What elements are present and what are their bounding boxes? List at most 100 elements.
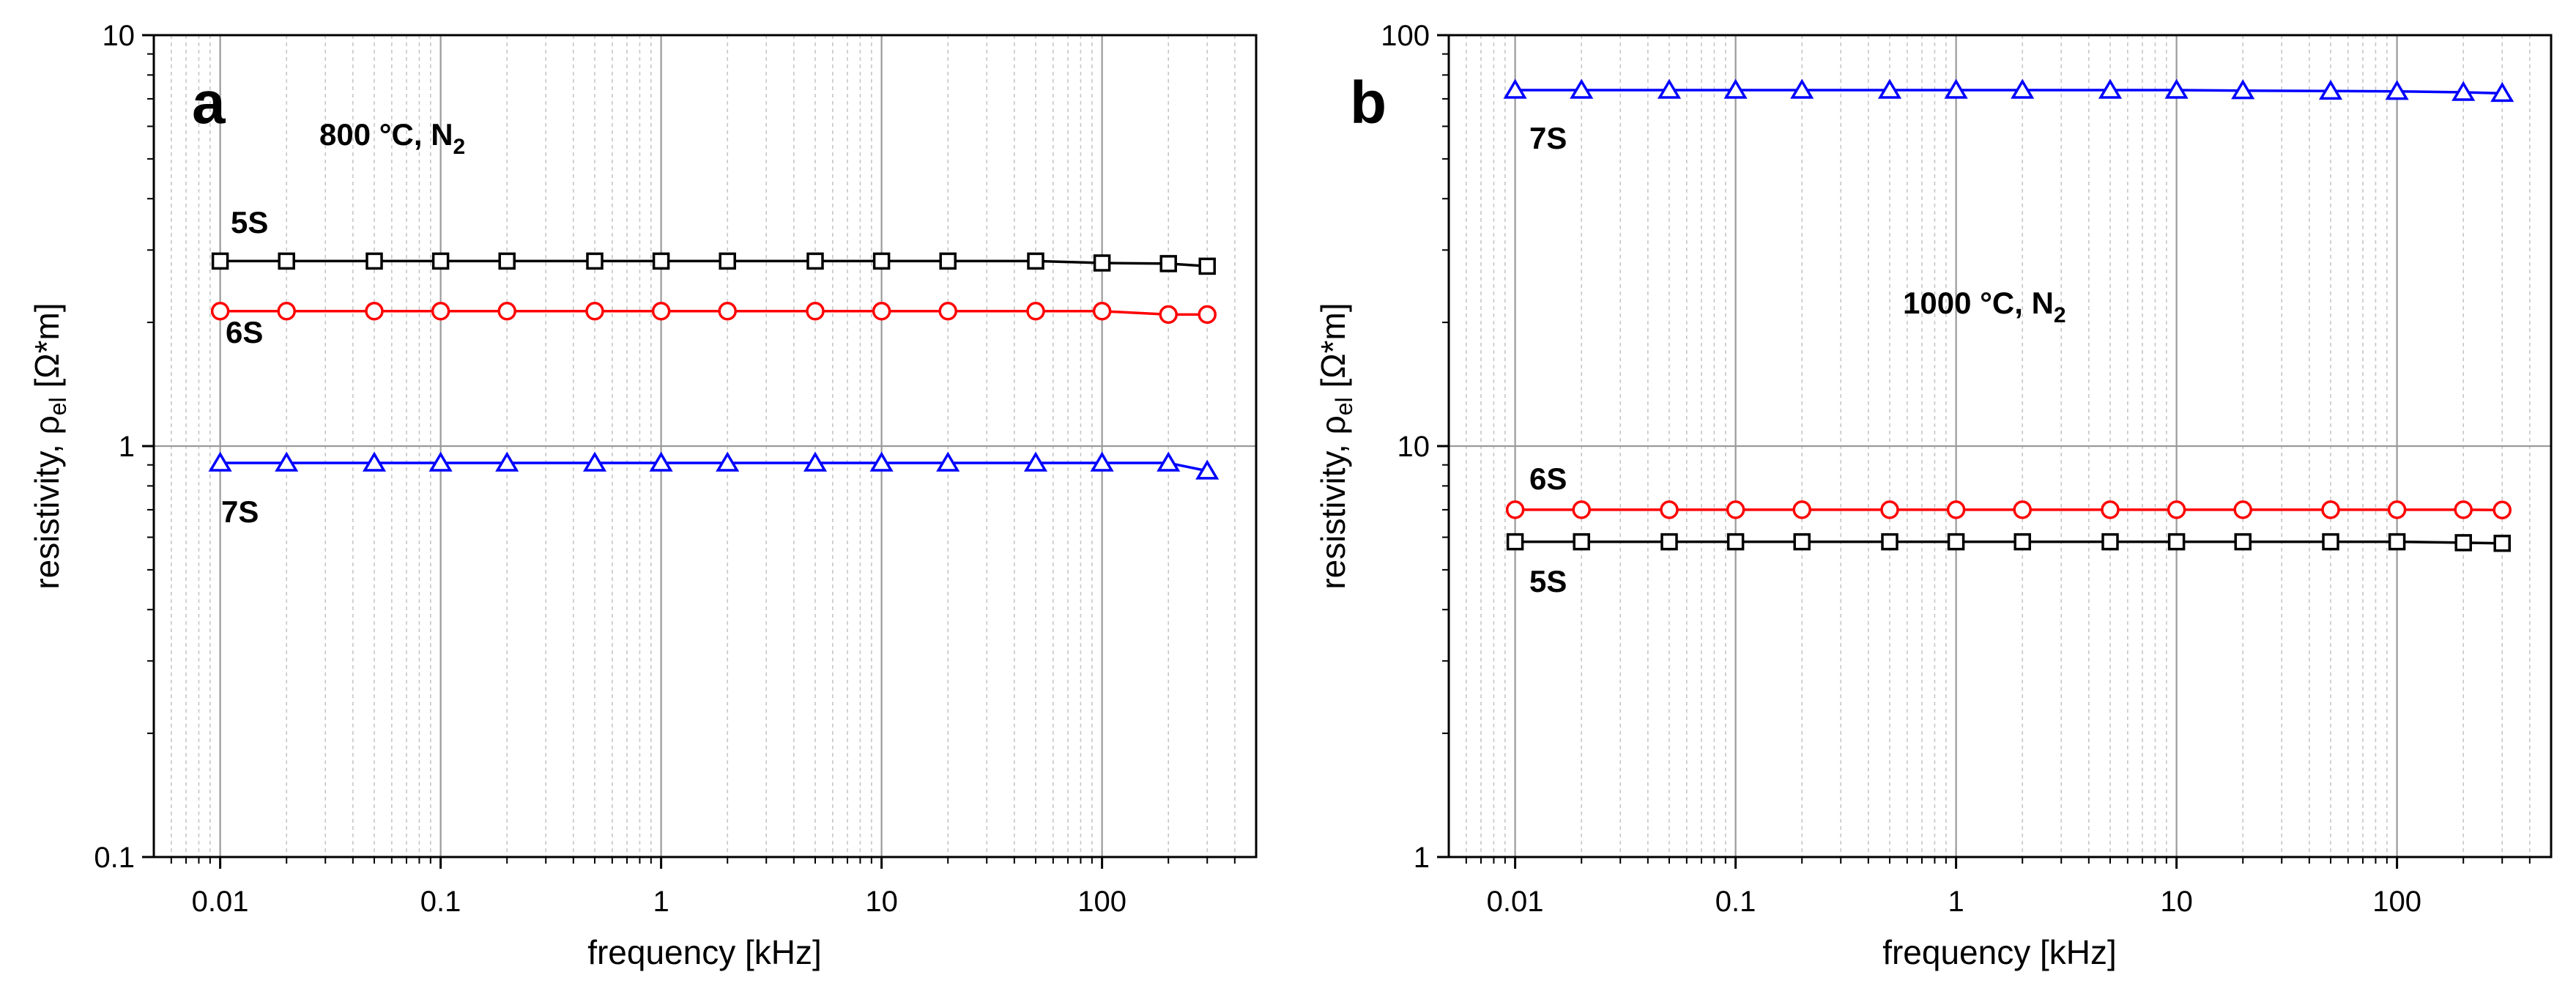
a-point-5s [1200, 259, 1214, 273]
a-point-5s [654, 253, 669, 268]
b-x-tick-label: 0.01 [1487, 886, 1544, 918]
b-point-6s [2102, 502, 2118, 518]
a-point-5s [1028, 253, 1043, 268]
a-point-6s [1094, 303, 1110, 319]
a-x-tick-label: 100 [1077, 886, 1126, 918]
b-point-6s [2014, 502, 2030, 518]
a-point-5s [1095, 256, 1110, 270]
a-point-6s [278, 303, 294, 319]
a-point-6s [653, 303, 669, 319]
b-point-5s [1662, 535, 1677, 549]
a-point-5s [587, 253, 602, 268]
b-y-tick-label: 10 [1398, 431, 1430, 463]
b-point-6s [1948, 502, 1964, 518]
a-point-5s [1161, 256, 1176, 271]
panel-b-grid [1449, 35, 2551, 857]
panel-a-label-7s: 7S [221, 494, 259, 529]
panel-a-grid [154, 35, 1256, 857]
panel-a-label-6s: 6S [226, 315, 263, 349]
a-point-5s [213, 253, 228, 268]
b-point-5s [1508, 535, 1523, 549]
b-point-5s [2015, 535, 2030, 549]
b-point-5s [2169, 535, 2184, 549]
a-y-tick-label: 1 [119, 431, 135, 463]
a-point-5s [940, 253, 955, 268]
a-point-6s [499, 303, 515, 319]
a-point-5s [720, 253, 735, 268]
b-series-6s [1507, 502, 2511, 518]
b-point-5s [2103, 535, 2117, 549]
b-point-5s [2495, 536, 2509, 551]
b-point-5s [1574, 535, 1589, 549]
b-point-6s [1882, 502, 1898, 518]
a-point-5s [808, 253, 823, 268]
b-point-6s [1661, 502, 1677, 518]
b-point-6s [2389, 502, 2405, 518]
b-point-6s [1728, 502, 1744, 518]
b-point-5s [1729, 535, 1743, 549]
a-point-6s [1160, 306, 1176, 322]
figure: 0.01 0.1 1 10 1000.1110 a 800 °C, N2 5S 6S 7… [0, 0, 2576, 994]
panel-b-label-5s: 5S [1529, 564, 1567, 598]
b-point-5s [2456, 535, 2471, 550]
a-point-5s [434, 253, 448, 268]
a-point-6s [807, 303, 823, 319]
panel-b-x-axis-title: frequency [kHz] [1882, 933, 2117, 971]
b-point-5s [2323, 535, 2338, 549]
a-x-tick-label: 10 [865, 886, 898, 918]
a-series-5s [213, 253, 1215, 273]
a-y-tick-label: 0.1 [94, 842, 135, 874]
b-x-tick-label: 1 [1948, 886, 1964, 918]
b-point-6s [1794, 502, 1810, 518]
b-y-tick-label: 100 [1381, 20, 1430, 52]
a-point-6s [1028, 303, 1044, 319]
b-x-tick-label: 100 [2372, 886, 2421, 918]
panel-a-y-axis-title: resistivity, ρel [Ω*m] [28, 303, 71, 589]
a-series-6s [212, 303, 1216, 323]
a-point-6s [1199, 306, 1215, 322]
b-series-5s [1508, 535, 2510, 551]
panel-a-label-5s: 5S [231, 205, 268, 240]
b-point-5s [1794, 535, 1809, 549]
a-point-6s [719, 303, 735, 319]
panel-a: 0.01 0.1 1 10 100 0.1 1 10 a 800 °C, N2 5S 6S 7… [28, 20, 1256, 971]
a-point-6s [433, 303, 449, 319]
b-point-6s [2235, 502, 2251, 518]
panel-a-series [211, 253, 1217, 478]
a-point-5s [279, 253, 294, 268]
b-point-6s [2455, 502, 2471, 518]
b-x-tick-label: 10 [2160, 886, 2193, 918]
b-point-5s [2235, 535, 2250, 549]
a-point-5s [875, 253, 889, 268]
panel-b-y-axis-title: resistivity, ρel [Ω*m] [1314, 303, 1357, 589]
b-series-7s [1506, 81, 2512, 100]
a-series-7s [211, 454, 1217, 478]
a-y-tick-label: 10 [103, 20, 136, 52]
panel-b-label-6s: 6S [1529, 461, 1567, 496]
a-point-6s [940, 303, 956, 319]
b-point-6s [1573, 502, 1589, 518]
a-point-6s [366, 303, 382, 319]
b-point-5s [1949, 535, 1964, 549]
b-point-5s [1882, 535, 1897, 549]
panel-b-label-7s: 7S [1529, 121, 1567, 155]
a-point-6s [587, 303, 603, 319]
panel-b-condition-annotation: 1000 °C, N2 [1903, 286, 2066, 327]
b-point-6s [2494, 502, 2510, 518]
a-point-5s [500, 253, 514, 268]
a-x-tick-label: 0.01 [192, 886, 249, 918]
b-point-6s [1507, 502, 1523, 518]
panel-a-x-axis-title: frequency [kHz] [587, 933, 822, 971]
b-point-5s [2390, 535, 2405, 549]
b-y-tick-label: 1 [1414, 842, 1430, 874]
a-x-tick-label: 0.1 [420, 886, 461, 918]
b-point-6s [2169, 502, 2185, 518]
b-x-tick-label: 0.1 [1715, 886, 1756, 918]
a-point-6s [874, 303, 890, 319]
a-x-tick-label: 1 [653, 886, 669, 918]
panel-b-letter: b [1350, 70, 1387, 136]
a-point-5s [367, 253, 382, 268]
panel-a-letter: a [192, 70, 226, 136]
b-point-6s [2323, 502, 2339, 518]
